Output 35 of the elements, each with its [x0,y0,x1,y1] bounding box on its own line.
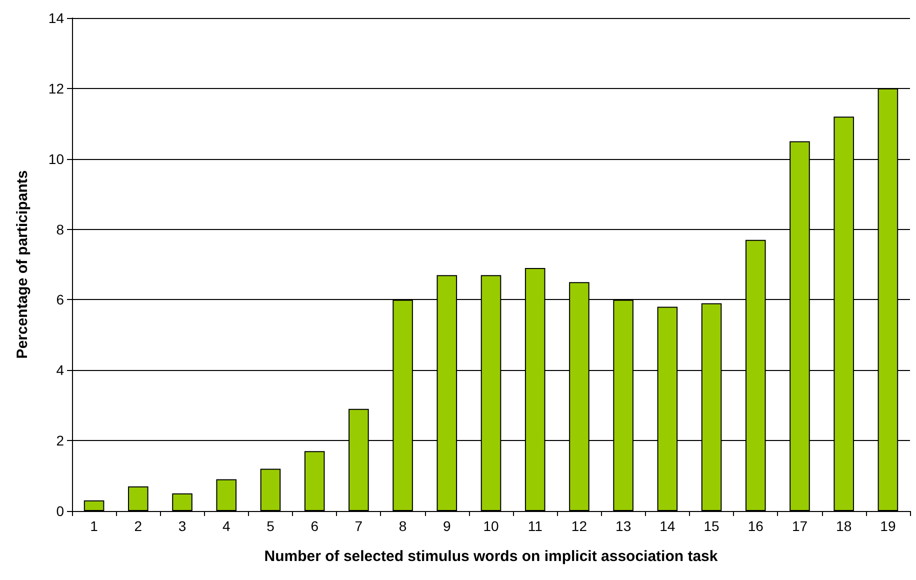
x-tick-label: 4 [222,518,230,534]
y-tick-label: 6 [56,292,64,308]
x-tick-label: 6 [310,518,319,534]
x-tick-label: 19 [880,518,896,534]
bar [172,493,192,511]
y-tick-label: 10 [48,150,64,167]
x-tick-label: 5 [266,518,275,534]
x-tick-label: 13 [616,518,632,534]
y-tick-label: 2 [56,432,64,449]
x-tick-label: 7 [354,518,363,534]
y-tick-label: 4 [56,362,64,378]
x-tick-label: 17 [792,518,808,534]
y-tick-label: 14 [48,10,64,26]
y-tick-label: 0 [56,503,64,519]
bar [304,451,325,511]
x-tick-label: 11 [528,518,543,534]
x-tick-label: 15 [704,518,720,534]
y-tick-label: 8 [56,221,64,238]
bar [84,500,104,511]
x-tick-label: 3 [178,518,186,534]
x-tick-label: 10 [483,518,499,534]
x-tick-label: 16 [748,518,764,534]
bar [128,486,148,511]
x-tick-label: 12 [571,518,588,534]
x-tick-label: 2 [134,518,142,534]
bar [216,479,237,511]
x-tick-label: 8 [398,518,407,534]
bar [260,468,281,511]
y-tick-label: 12 [48,80,64,96]
x-tick-label: 9 [442,518,451,534]
x-tick-label: 1 [90,518,98,534]
x-axis-title: Number of selected stimulus words on implicit association task [264,548,718,565]
x-tick-label: 14 [660,518,676,534]
y-axis-title: Percentage of participants [14,170,31,359]
x-tick-label: 18 [836,518,852,534]
